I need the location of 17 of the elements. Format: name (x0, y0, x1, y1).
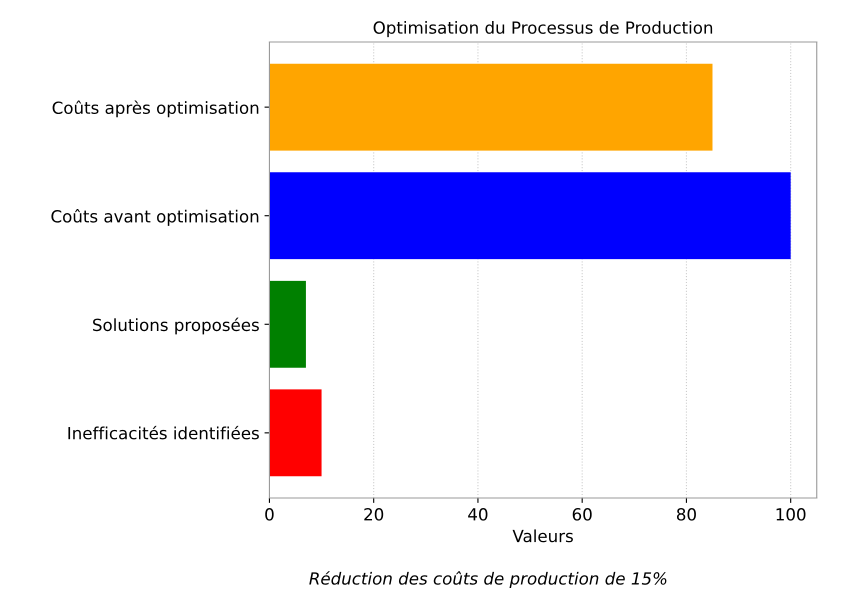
x-tick-label: 40 (468, 508, 488, 521)
bar (269, 172, 791, 260)
bar (269, 280, 306, 368)
y-tick-label: Coûts avant optimisation (51, 209, 258, 226)
x-tick-label: 100 (776, 508, 806, 521)
bar (269, 389, 322, 476)
x-tick-label: 20 (364, 508, 384, 521)
x-tick-label: 0 (265, 508, 274, 521)
y-tick-label: Solutions proposées (93, 318, 259, 334)
chart-title: Optimisation du Processus de Production (374, 21, 712, 38)
x-tick-label: 60 (572, 508, 592, 521)
y-tick-label: Coûts après optimisation (52, 100, 258, 118)
y-tick-label: Inefficacités identifiées (68, 426, 259, 440)
text: Réduction des coûts de production de 15% (309, 571, 666, 588)
x-tick-label: 80 (676, 508, 696, 521)
bar (269, 64, 712, 151)
x-axis-title: Valeurs (512, 529, 573, 542)
